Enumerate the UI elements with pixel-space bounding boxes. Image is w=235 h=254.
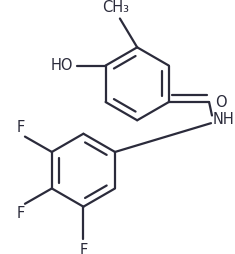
Text: F: F bbox=[17, 120, 25, 135]
Text: F: F bbox=[79, 243, 88, 254]
Text: NH: NH bbox=[213, 112, 235, 127]
Text: CH₃: CH₃ bbox=[102, 0, 129, 15]
Text: O: O bbox=[215, 94, 227, 109]
Text: HO: HO bbox=[51, 58, 73, 73]
Text: F: F bbox=[17, 206, 25, 221]
